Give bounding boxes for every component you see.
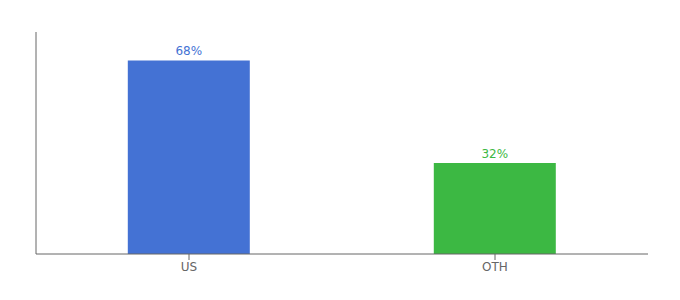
svg-text:OTH: OTH: [482, 260, 508, 274]
svg-text:68%: 68%: [175, 44, 202, 58]
svg-text:32%: 32%: [481, 147, 508, 161]
svg-text:US: US: [181, 260, 197, 274]
